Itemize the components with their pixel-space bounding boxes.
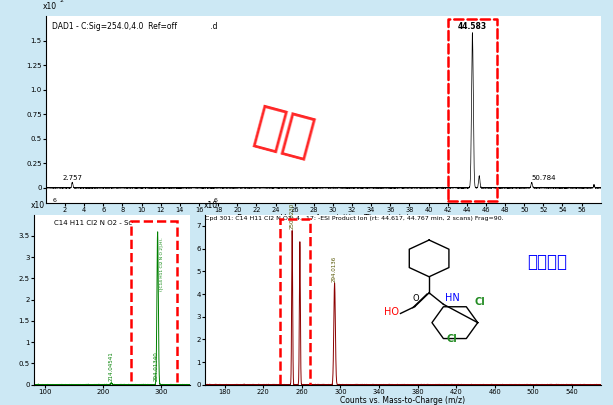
Text: Cl: Cl [447,334,457,344]
Text: 250.0230: 250.0230 [290,203,295,229]
Bar [280,219,310,388]
Bar [131,221,177,389]
Text: 294.0136: 294.0136 [332,255,337,281]
X-axis label: Counts vs. Mass-to-Charge (m/z): Counts vs. Mass-to-Charge (m/z) [340,396,466,405]
Text: x10: x10 [31,200,45,209]
Bar [447,19,497,200]
Text: O: O [413,294,419,303]
Text: 44.583: 44.583 [458,22,487,31]
Text: C14 H11 Cl2 N O2 - Sc: C14 H11 Cl2 N O2 - Sc [54,220,132,226]
Text: 6: 6 [214,198,218,203]
Text: 6: 6 [53,198,56,203]
Text: x10: x10 [204,200,218,209]
Text: 2: 2 [60,0,64,3]
Text: Cl: Cl [475,297,485,307]
Text: HO: HO [384,307,399,317]
Text: 50.784: 50.784 [531,175,556,181]
Text: ([C14 H11 Cl2 N O 2]-H)-: ([C14 H11 Cl2 N O 2]-H)- [159,237,163,291]
Text: 双氯酚算: 双氯酚算 [527,253,568,271]
Text: x10: x10 [43,2,58,11]
Text: DAD1 - C:Sig=254.0,4.0  Ref=off              .d: DAD1 - C:Sig=254.0,4.0 Ref=off .d [51,22,217,31]
Text: 214.04541: 214.04541 [109,352,114,382]
Text: 294.01340: 294.01340 [153,352,158,382]
Text: 实锤: 实锤 [249,101,320,163]
X-axis label: Response U...        Acquisition Time (min): Response U... Acquisition Time (min) [237,214,409,223]
Text: Cpd 301: C14 H11 Cl2 N O2; 4.  17: -ESI Product Ion (rt: 44.617, 44.767 min, 2 s: Cpd 301: C14 H11 Cl2 N O2; 4. 17: -ESI P… [205,216,504,222]
Text: HN: HN [445,293,460,303]
Text: 2.757: 2.757 [63,175,82,181]
